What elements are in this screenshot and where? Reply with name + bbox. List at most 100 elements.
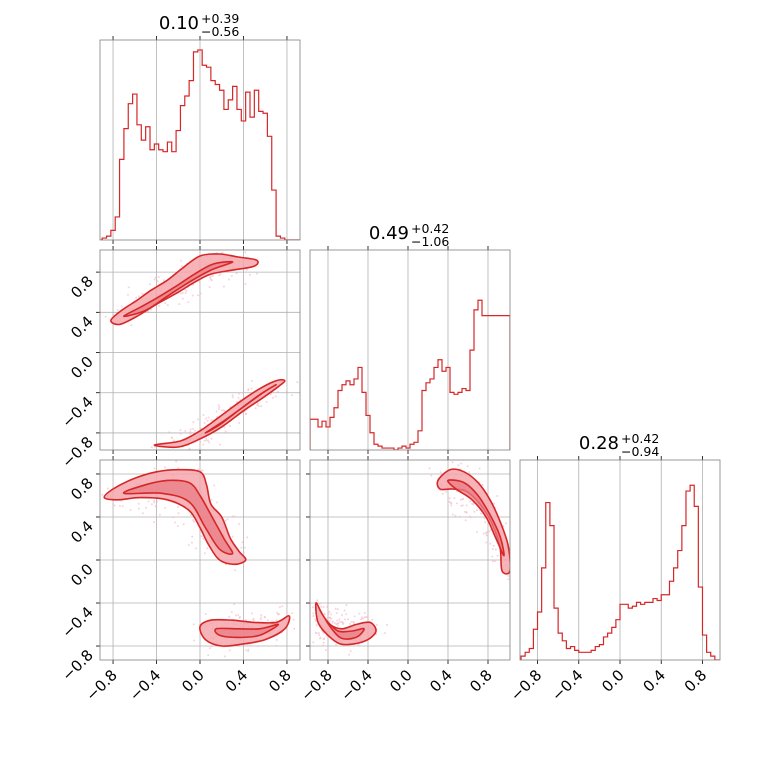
sample-point-s10-1-101	[167, 452, 169, 454]
sample-point-s10-1-72	[269, 393, 272, 396]
sample-point-s21-1-81	[336, 624, 339, 627]
contour-inner-s10-1	[204, 383, 277, 434]
contour-layer-s10	[104, 250, 299, 455]
sample-point-s10-1-87	[231, 394, 234, 397]
sample-point-s21-1-17	[318, 634, 321, 637]
sample-point-s20-1-9	[247, 648, 250, 651]
sample-point-s21-1-119	[335, 623, 338, 626]
sample-point-s21-1-110	[326, 605, 329, 608]
sample-point-s20-0-69	[119, 505, 121, 507]
sample-point-s10-1-71	[276, 390, 279, 393]
x-tick-label-col1-4: 0.8	[466, 666, 496, 696]
sample-point-s21-1-25	[348, 653, 351, 656]
sample-point-s20-0-105	[153, 521, 155, 524]
sample-point-s21-1-146	[319, 636, 322, 639]
sample-point-s21-0-150	[456, 502, 458, 505]
sample-point-s21-0-147	[460, 504, 463, 507]
sample-point-s10-1-27	[192, 421, 195, 423]
sample-point-s21-1-100	[338, 620, 341, 623]
sample-point-s21-1-75	[349, 622, 351, 625]
sample-point-s20-0-129	[164, 466, 167, 469]
axes-frame-s10	[99, 249, 301, 451]
sample-point-s21-0-95	[489, 542, 492, 545]
sample-point-s20-0-70	[246, 536, 249, 539]
sample-point-s20-0-24	[193, 520, 195, 523]
sample-point-s20-0-114	[153, 499, 156, 502]
sample-point-s10-1-15	[199, 440, 202, 443]
y-tick-labels: −0.8−0.40.00.40.8−0.8−0.40.00.40.8	[58, 272, 96, 684]
sample-point-s20-1-135	[192, 623, 195, 626]
sample-point-s21-1-76	[312, 641, 315, 644]
sample-point-s10-1-19	[205, 439, 208, 442]
x-tick-label-col1-0: −0.8	[297, 666, 335, 704]
contour-outer-s10-1	[153, 378, 286, 449]
title-param-1-minus: −0.56	[201, 24, 239, 39]
sample-point-s21-1-151	[312, 615, 315, 617]
sample-point-s21-1-106	[363, 612, 366, 614]
sample-point-s10-1-155	[153, 445, 156, 448]
sample-point-s21-1-7	[323, 637, 326, 640]
sample-point-s10-0-133	[150, 308, 153, 311]
sample-point-s10-0-86	[180, 265, 183, 268]
x-tick-label-col2-3: 0.4	[639, 666, 669, 696]
sample-point-s10-0-70	[162, 279, 165, 282]
sample-point-s10-0-142	[147, 310, 150, 313]
sample-point-s20-0-5	[113, 504, 116, 507]
y-tick-label-row2-4: 0.8	[67, 474, 97, 504]
sample-point-s21-1-56	[316, 599, 319, 602]
sample-point-s21-1-69	[341, 620, 344, 623]
sample-point-s21-1-16	[306, 612, 308, 614]
sample-point-s10-1-60	[202, 414, 205, 416]
sample-point-s21-1-112	[317, 632, 320, 635]
sample-point-s21-1-111	[328, 620, 331, 622]
sample-point-s20-1-147	[239, 615, 241, 618]
sample-point-s21-0-129	[462, 498, 465, 501]
sample-point-s21-1-87	[353, 615, 356, 618]
axes-frame-s21	[309, 459, 511, 661]
sample-point-s21-1-93	[318, 602, 321, 605]
sample-point-s21-0-60	[445, 491, 448, 493]
sample-point-s10-1-4	[291, 394, 294, 397]
sample-point-s10-0-150	[130, 324, 133, 327]
sample-point-s21-0-62	[464, 519, 467, 522]
sample-point-s20-1-57	[275, 619, 278, 621]
sample-point-s21-0-107	[460, 462, 463, 465]
sample-point-s20-1-8	[292, 618, 295, 621]
sample-point-s10-1-154	[254, 407, 257, 410]
sample-point-s20-1-82	[263, 615, 266, 618]
sample-point-s10-0-110	[222, 285, 225, 288]
sample-point-s21-1-73	[333, 622, 336, 625]
sample-point-s21-0-102	[465, 511, 468, 513]
sample-point-s10-1-97	[251, 380, 254, 382]
axes-frame-h1	[309, 249, 511, 451]
sample-point-s20-1-91	[249, 644, 252, 647]
gridlines-s10	[100, 250, 300, 450]
sample-point-s21-0-133	[465, 504, 468, 507]
sample-point-s10-1-133	[237, 396, 240, 399]
sample-point-s10-1-132	[179, 429, 182, 432]
sample-point-s20-0-103	[241, 541, 244, 544]
sample-point-s20-0-45	[155, 505, 158, 508]
sample-point-s10-1-149	[223, 410, 226, 412]
sample-point-s10-0-37	[191, 294, 194, 297]
sample-point-s21-0-141	[466, 465, 469, 468]
sample-point-s21-1-157	[311, 606, 314, 609]
sample-point-s20-0-15	[175, 460, 178, 463]
sample-point-s21-0-14	[470, 516, 472, 519]
contour-layer-s20	[101, 456, 296, 658]
sample-point-s21-1-128	[328, 616, 331, 619]
sample-point-s21-0-139	[448, 500, 451, 503]
x-tick-label-col1-1: −0.4	[337, 666, 375, 704]
sample-point-s10-0-62	[221, 251, 224, 254]
sample-point-s20-1-44	[271, 620, 274, 623]
y-tick-label-row1-1: −0.4	[58, 393, 96, 431]
sample-point-s10-0-39	[149, 283, 151, 286]
sample-point-s20-0-75	[195, 547, 198, 550]
title-param-1: 0.10	[159, 13, 199, 34]
sample-point-s20-0-113	[186, 456, 188, 458]
sample-point-s10-1-80	[242, 391, 245, 394]
sample-point-s10-1-32	[192, 453, 194, 455]
sample-point-s10-1-115	[238, 392, 240, 395]
sample-point-s21-0-74	[507, 578, 510, 581]
sample-point-s21-1-83	[383, 632, 386, 635]
